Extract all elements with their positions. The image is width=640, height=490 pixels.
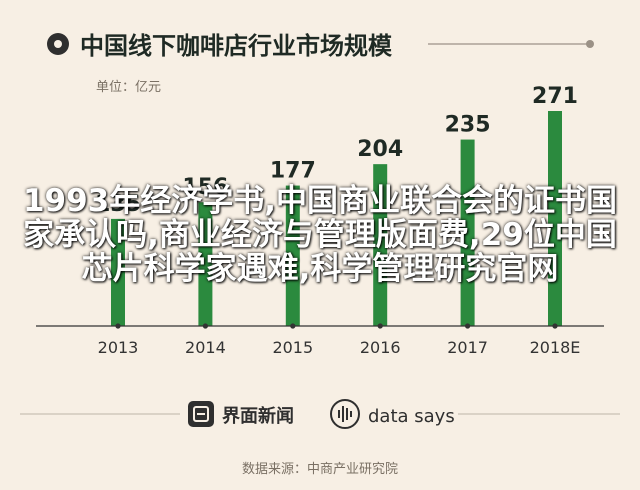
- data-says-logo-icon: [330, 399, 360, 429]
- x-tick-label-2014: 2014: [185, 338, 226, 357]
- tick-mark-2017: [465, 323, 471, 329]
- data-label-2014: 156: [182, 175, 228, 200]
- tick-mark-2015: [290, 323, 296, 329]
- overlay-caption: 1993年经济学书,中国商业联合会的证书国家承认吗,商业经济与管理版面费,29位…: [22, 183, 618, 287]
- data-label-2016: 204: [357, 137, 403, 162]
- title-bullet-dot: [54, 40, 62, 48]
- x-tick-label-2018E: 2018E: [530, 338, 581, 357]
- jiemian-logo-icon: [188, 401, 214, 427]
- x-tick-label-2015: 2015: [272, 338, 313, 357]
- tick-mark-2016: [377, 323, 383, 329]
- title-rule-dot: [586, 40, 594, 48]
- bar-2018E: [548, 111, 562, 326]
- x-tick-label-2016: 2016: [360, 338, 401, 357]
- data-label-2013: 135: [95, 192, 141, 217]
- source-label: 数据来源：中商产业研究院: [242, 462, 398, 477]
- bar-2017: [460, 139, 475, 326]
- bar-2015: [285, 185, 300, 326]
- footer-brand-en: data says: [368, 406, 455, 427]
- data-label-2017: 235: [445, 113, 491, 138]
- footer-brand-cn: 界面新闻: [222, 405, 294, 427]
- bar-2013: [111, 218, 125, 326]
- x-ticks-group: 2013 2014 2015 2016 2017 2018E: [98, 323, 581, 357]
- data-label-2018E: 271: [532, 84, 578, 109]
- bar-2016: [373, 164, 388, 326]
- x-tick-label-2013: 2013: [98, 338, 139, 357]
- unit-label: 单位：亿元: [96, 80, 161, 95]
- data-label-2015: 177: [270, 159, 316, 184]
- bars-group: 135 156 177 204 235 271: [95, 84, 578, 326]
- tick-mark-2013: [115, 323, 121, 329]
- bar-2014: [198, 202, 213, 326]
- x-tick-label-2017: 2017: [447, 338, 488, 357]
- chart-title: 中国线下咖啡店行业市场规模: [80, 32, 393, 60]
- tick-mark-2018E: [552, 323, 558, 329]
- tick-mark-2014: [202, 323, 208, 329]
